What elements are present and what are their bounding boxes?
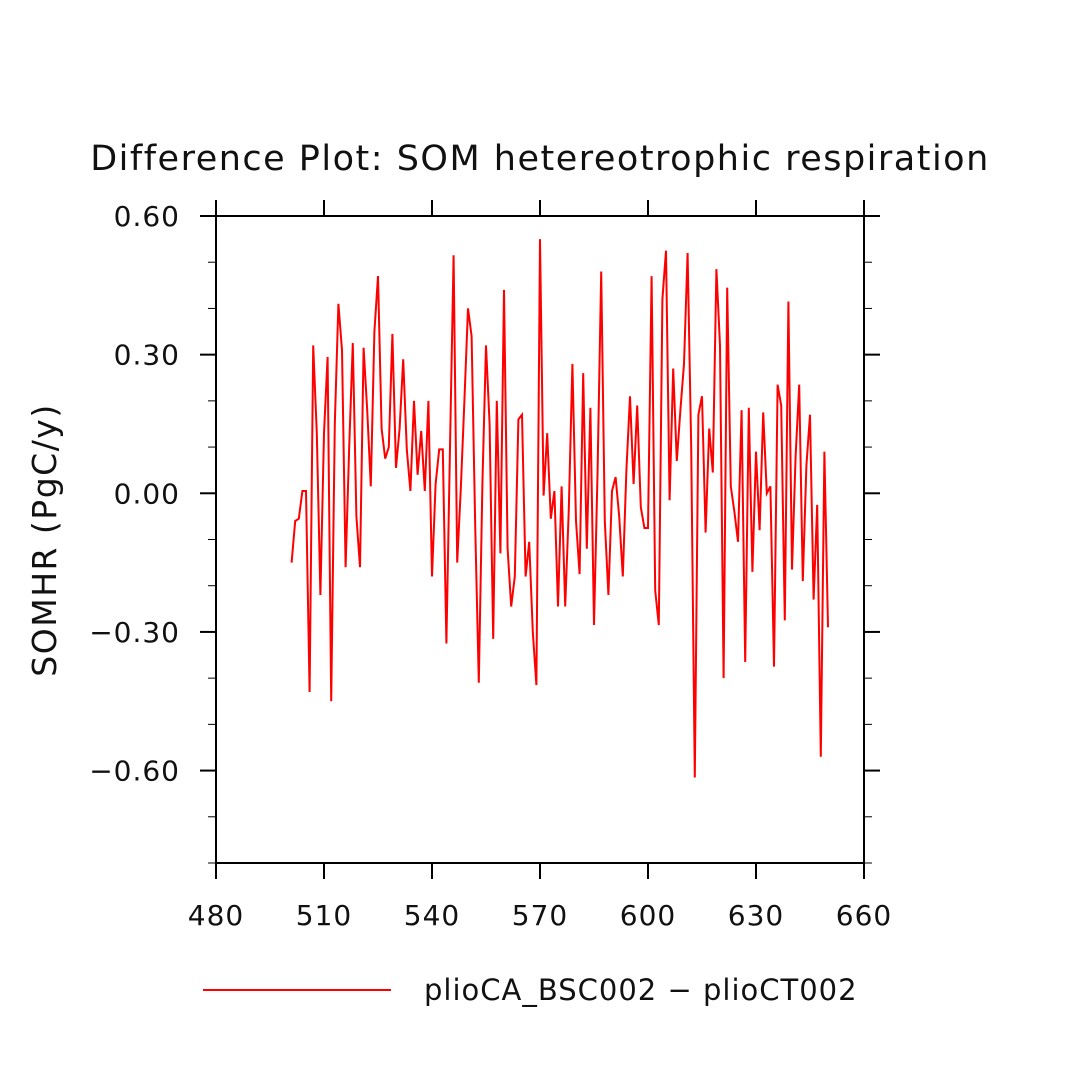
y-tick-label: 0.00: [114, 477, 180, 510]
x-tick-label: 540: [404, 899, 460, 932]
y-tick-label: −0.60: [89, 755, 180, 788]
y-tick-label: 0.30: [114, 339, 180, 372]
chart-title: Difference Plot: SOM hetereotrophic resp…: [90, 139, 990, 179]
plot-frame: [215, 215, 865, 864]
x-tick-label: 570: [512, 899, 568, 932]
y-tick-label: 0.60: [114, 200, 180, 233]
legend-label: plioCA_BSC002 − plioCT002: [424, 973, 858, 1007]
series-line: [290, 239, 829, 778]
x-tick-label: 600: [620, 899, 676, 932]
y-axis-title: SOMHR (PgC/y): [25, 403, 64, 676]
tick-labels: 480 510 540 570 600 630 660 0.60 0.30 0.00 −0.30 −0…: [89, 200, 892, 932]
y-tick-label: −0.30: [89, 616, 180, 649]
axis-ticks: [200, 200, 880, 879]
x-tick-label: 510: [296, 899, 352, 932]
x-tick-label: 660: [836, 899, 892, 932]
x-tick-label: 630: [728, 899, 784, 932]
x-tick-label: 480: [188, 899, 244, 932]
